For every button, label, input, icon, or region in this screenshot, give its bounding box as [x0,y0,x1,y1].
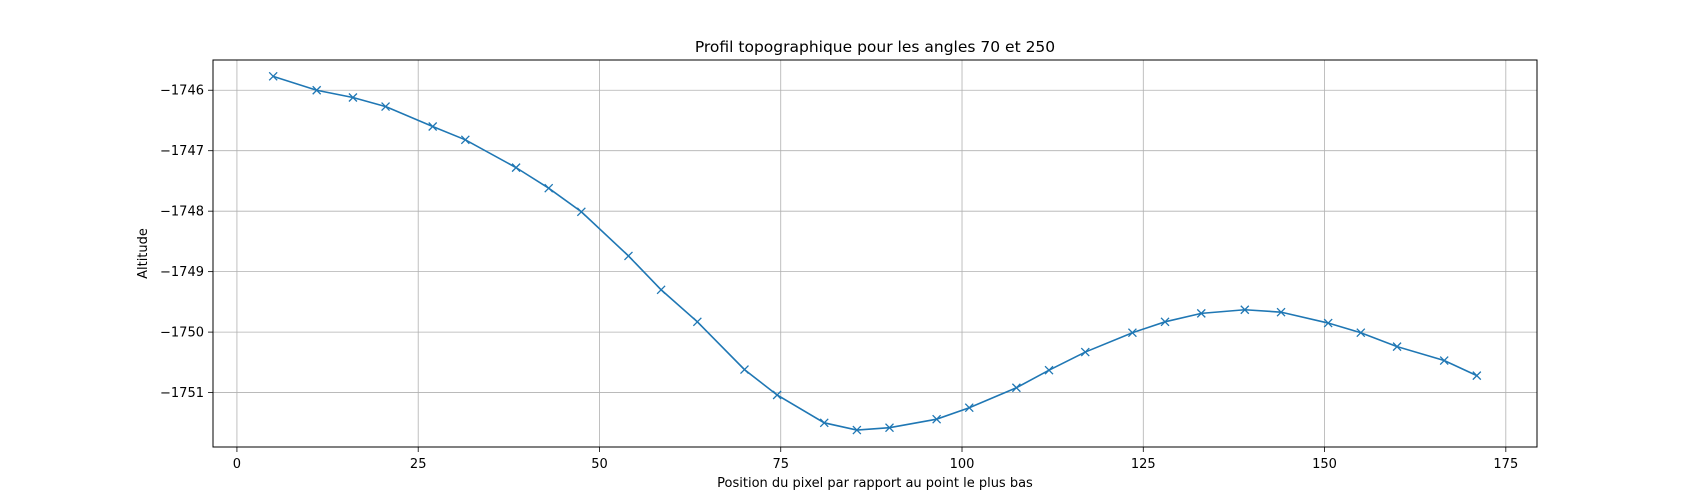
data-point-marker [348,93,358,102]
x-tick-label: 25 [410,457,427,472]
data-point-marker [511,163,521,173]
data-point-marker [964,403,974,413]
y-axis-label: Altitude [136,228,151,279]
series-line [272,75,1478,431]
x-axis-ticks: 0 25 50 75 100 125 150 175 [233,447,1518,472]
data-point-marker [1392,342,1402,352]
data-point-marker [544,183,554,193]
data-point-marker [692,317,702,327]
data-point-marker [1011,383,1021,393]
x-tick-label: 100 [950,457,975,472]
data-point-marker [1196,308,1206,318]
x-tick-label: 0 [233,457,241,472]
x-tick-label: 50 [591,457,608,472]
data-point-marker [932,414,942,424]
data-point-marker [1240,305,1250,315]
data-point-marker [428,122,438,131]
x-tick-label: 125 [1131,457,1156,472]
y-tick-label: −1751 [160,386,204,401]
data-point-marker [268,71,278,81]
data-point-marker [624,251,633,261]
data-point-marker [772,390,782,400]
grid-lines [213,60,1537,447]
y-tick-label: −1750 [160,326,204,341]
x-axis-label: Position du pixel par rapport au point l… [717,476,1033,491]
data-point-marker [1472,371,1482,381]
data-point-marker [1323,318,1333,328]
data-point-marker [1160,317,1170,327]
data-point-marker [576,207,586,217]
x-tick-label: 175 [1493,457,1518,472]
data-point-marker [1276,307,1286,317]
data-point-marker [1439,356,1449,365]
data-series [268,71,1482,435]
y-tick-label: −1746 [160,84,204,99]
data-point-marker [1080,347,1090,357]
chart-title: Profil topographique pour les angles 70 … [695,38,1055,56]
data-point-marker [1044,365,1054,375]
x-tick-label: 150 [1312,457,1337,472]
x-tick-label: 75 [772,457,789,472]
y-tick-label: −1748 [160,205,204,220]
data-point-marker [656,285,666,295]
data-point-marker [819,418,829,428]
y-tick-label: −1747 [160,144,204,159]
data-point-marker [312,85,322,95]
y-tick-label: −1749 [160,265,204,280]
data-point-marker [1127,328,1137,338]
plot-frame [212,59,1538,448]
data-point-marker [460,135,470,145]
data-point-marker [381,102,391,112]
data-point-marker [885,423,894,433]
y-axis-ticks: −1751 −1750 −1749 −1748 −1747 −1746 [160,84,213,401]
data-point-marker [740,365,749,375]
data-point-marker [1356,328,1366,338]
data-point-marker [852,425,862,435]
